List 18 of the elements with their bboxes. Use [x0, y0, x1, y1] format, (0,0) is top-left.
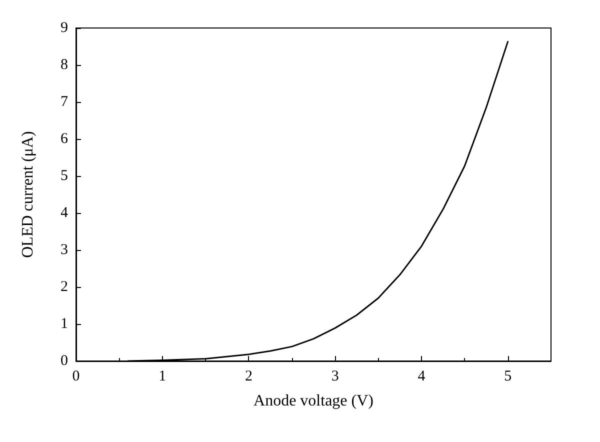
y-tick-label: 2 [60, 279, 68, 295]
y-tick-label: 5 [60, 168, 68, 184]
x-tick-label: 4 [418, 368, 426, 384]
x-axis-title: Anode voltage (V) [254, 392, 374, 410]
y-tick-label: 6 [60, 131, 68, 147]
y-tick-label: 1 [60, 316, 68, 332]
x-tick-label: 5 [504, 368, 512, 384]
y-tick-label: 7 [60, 94, 68, 110]
y-tick-label: 0 [60, 353, 68, 369]
x-tick-label: 2 [244, 368, 252, 384]
x-tick-label: 1 [158, 368, 166, 384]
x-tick-label: 3 [331, 368, 339, 384]
y-tick-label: 4 [60, 205, 68, 221]
y-axis-title: OLED current (μA) [20, 131, 36, 258]
y-tick-label: 8 [60, 57, 68, 73]
y-tick-label: 3 [60, 242, 68, 258]
x-tick-label: 0 [72, 368, 80, 384]
y-tick-label: 9 [60, 20, 68, 36]
